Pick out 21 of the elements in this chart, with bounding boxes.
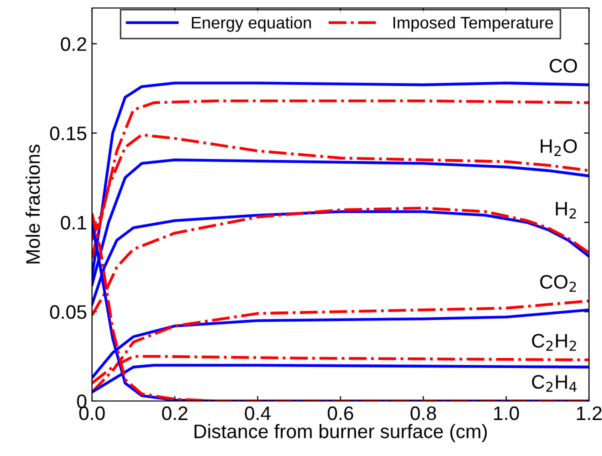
x-tick-label: 0.2 [162,406,188,420]
annotation: H$_{2}$ [556,202,576,219]
x-tick-label: 0.6 [328,406,354,420]
legend-label: Imposed Temperature [393,16,554,32]
annotation: CO$_{2}$ [540,274,576,292]
annotation: H$_{2}$O [540,139,577,156]
x-tick-label: 0.4 [244,406,271,420]
x-tick-label: 0.0 [79,406,105,420]
annotation: CO [550,58,577,73]
legend-label: Energy equation [192,16,311,32]
y-tick-label: 0.15 [50,126,86,140]
y-axis-title: Mole fractions [26,144,40,264]
x-tick-label: 1.0 [494,406,519,420]
annotation: C$_{2}$H$_{2}$ [532,334,576,351]
y-tick-label: 0.1 [60,216,86,230]
x-tick-label: 1.2 [576,406,602,420]
x-tick-label: 0.8 [410,406,436,420]
annotation: C$_{2}$H$_{4}$ [532,375,577,392]
x-axis-title: Distance from burner surface (cm) [194,424,487,442]
y-tick-label: 0.05 [50,305,86,319]
y-tick-label: 0.2 [60,37,86,51]
